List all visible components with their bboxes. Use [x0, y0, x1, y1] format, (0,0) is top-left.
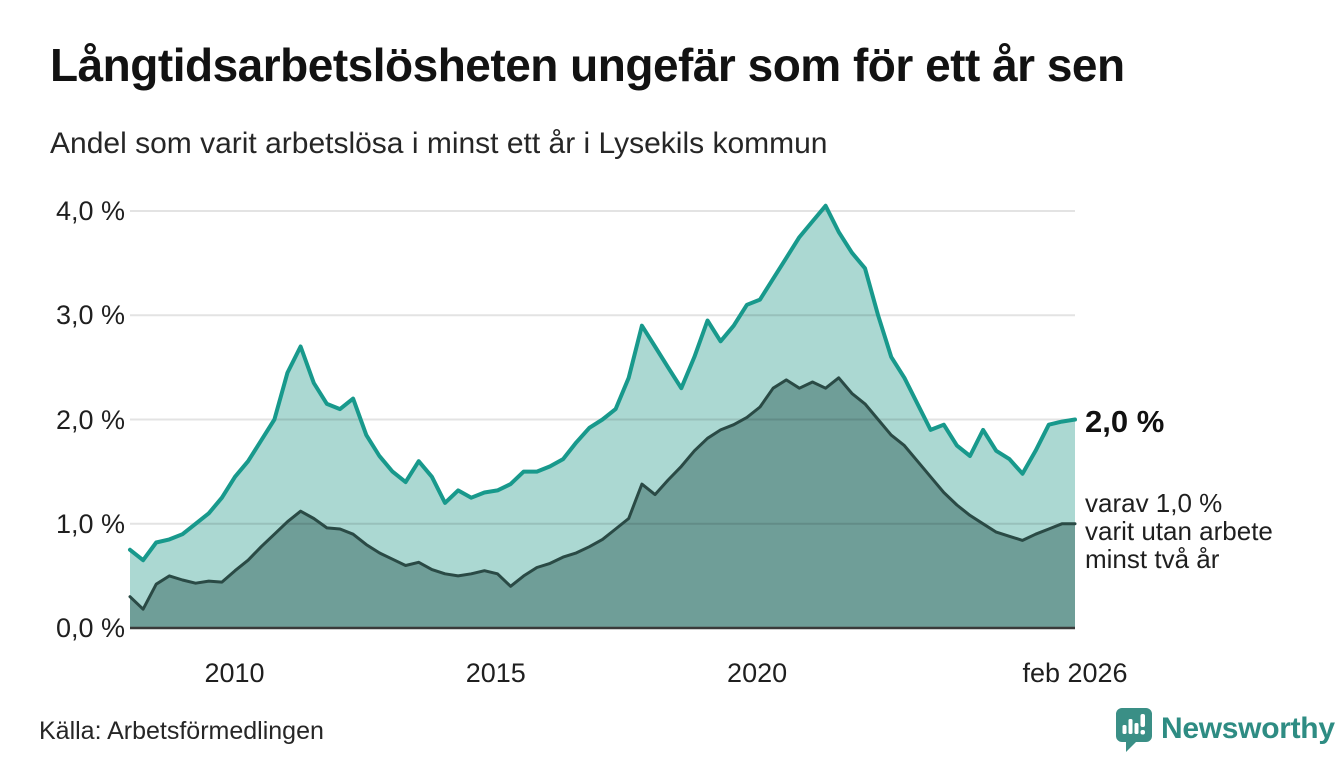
annotation-line: minst två år [1085, 544, 1220, 574]
newsworthy-logo: Newsworthy [1114, 706, 1335, 752]
page-title: Långtidsarbetslösheten ungefär som för e… [50, 39, 1125, 91]
y-tick-label: 0,0 % [55, 613, 125, 643]
chart-gridlines [130, 210, 1075, 525]
y-tick-label: 1,0 % [55, 508, 125, 539]
x-tick-label: 2015 [465, 658, 526, 688]
annotation-line: varav 1,0 % [1085, 488, 1223, 518]
y-tick-label: 4,0 % [55, 196, 125, 226]
x-tick-label: feb 2026 [1022, 658, 1128, 688]
speech-bubble-bar-chart-icon [1116, 708, 1152, 752]
chart-area-fills [130, 205, 1075, 629]
y-tick-label: 3,0 % [55, 300, 125, 331]
source-attribution: Källa: Arbetsförmedlingen [39, 717, 324, 745]
annotation-line: varit utan arbete [1085, 516, 1273, 546]
chart-series-lines [128, 203, 1077, 611]
series-0-line [128, 203, 1077, 563]
x-tick-label: 2020 [727, 658, 788, 688]
series-1-area [130, 377, 1075, 628]
y-tick-label: 2,0 % [55, 404, 125, 435]
newsworthy-wordmark: Newsworthy [1161, 712, 1335, 745]
series-1-line [128, 376, 1077, 611]
secondary-series-annotation: varav 1,0 % varit utan arbete minst två … [1085, 489, 1335, 573]
page-subtitle: Andel som varit arbetslösa i minst ett å… [50, 127, 828, 160]
x-tick-label: 2010 [204, 658, 265, 688]
latest-value-label: 2,0 % [1085, 404, 1165, 439]
